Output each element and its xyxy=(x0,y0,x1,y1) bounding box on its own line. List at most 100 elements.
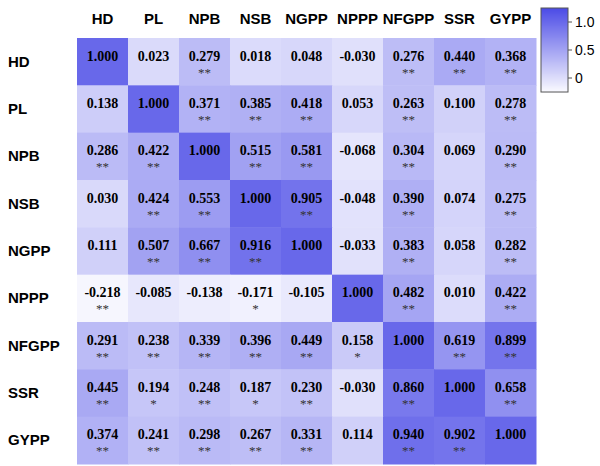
row-label: PL xyxy=(8,100,27,117)
heatmap-cell xyxy=(434,180,486,228)
significance-mark: ** xyxy=(453,349,466,364)
colorbar-gradient xyxy=(541,37,568,39)
colorbar-gradient xyxy=(541,33,568,35)
colorbar-gradient xyxy=(541,67,568,69)
colorbar-gradient xyxy=(541,76,568,78)
row-label: NPPP xyxy=(8,289,49,306)
colorbar-gradient xyxy=(541,14,568,16)
significance-mark: ** xyxy=(198,207,211,222)
heatmap-cell xyxy=(128,417,180,465)
significance-mark: ** xyxy=(402,396,415,411)
colorbar-frame xyxy=(541,8,568,92)
cell-value: 0.187 xyxy=(240,380,272,395)
colorbar-gradient xyxy=(541,45,568,47)
colorbar-gradient xyxy=(541,59,568,61)
cell-value: 0.482 xyxy=(393,285,425,300)
cell-value: 0.619 xyxy=(444,333,476,348)
significance-mark: ** xyxy=(402,159,415,174)
colorbar-gradient xyxy=(541,71,568,73)
heatmap-cell xyxy=(434,227,486,275)
colorbar-gradient xyxy=(541,88,568,90)
heatmap-cell xyxy=(179,38,231,86)
colorbar-gradient xyxy=(541,57,568,59)
cell-value: 0.445 xyxy=(87,380,119,395)
cell-value: 0.905 xyxy=(291,191,323,206)
heatmap-cell xyxy=(434,85,486,133)
cell-value: 0.507 xyxy=(138,238,170,253)
colorbar-gradient xyxy=(541,48,568,50)
column-label: NSB xyxy=(240,10,272,27)
cell-value: 0.282 xyxy=(495,238,527,253)
cell-value: -0.138 xyxy=(186,285,222,300)
significance-mark: ** xyxy=(96,349,109,364)
significance-mark: ** xyxy=(402,254,415,269)
cell-value: 0.383 xyxy=(393,238,425,253)
significance-mark: ** xyxy=(300,159,313,174)
cell-value: 0.331 xyxy=(291,427,323,442)
colorbar-gradient xyxy=(541,84,568,86)
significance-mark: ** xyxy=(504,396,517,411)
cell-value: 1.000 xyxy=(240,191,272,206)
significance-mark: * xyxy=(150,396,157,411)
heatmap-cell xyxy=(77,38,129,86)
heatmap-cell xyxy=(332,417,384,465)
significance-mark: ** xyxy=(198,112,211,127)
cell-value: 0.279 xyxy=(189,49,221,64)
colorbar-tick xyxy=(568,50,572,51)
heatmap-cell xyxy=(434,322,486,370)
cell-value: 1.000 xyxy=(393,333,425,348)
colorbar-gradient xyxy=(541,82,568,84)
colorbar-gradient xyxy=(541,50,568,52)
cell-value: 1.000 xyxy=(138,96,170,111)
colorbar-gradient xyxy=(541,89,568,91)
cell-value: 0.581 xyxy=(291,143,323,158)
cell-value: 0.267 xyxy=(240,427,272,442)
heatmap-cell xyxy=(281,275,333,323)
colorbar-gradient xyxy=(541,35,568,37)
cell-value: 0.339 xyxy=(189,333,221,348)
heatmap-cell xyxy=(179,275,231,323)
row-label: GYPP xyxy=(8,431,50,448)
heatmap-cell xyxy=(128,369,180,417)
significance-mark: ** xyxy=(504,254,517,269)
cell-value: 0.048 xyxy=(291,49,323,64)
cell-value: 1.000 xyxy=(291,238,323,253)
heatmap-cell xyxy=(383,275,435,323)
significance-mark: ** xyxy=(504,207,517,222)
colorbar-tick xyxy=(568,78,572,79)
heatmap-cell xyxy=(281,227,333,275)
significance-mark: ** xyxy=(249,349,262,364)
significance-mark: ** xyxy=(504,159,517,174)
colorbar-gradient xyxy=(541,29,568,31)
cell-value: 0.241 xyxy=(138,427,170,442)
significance-mark: * xyxy=(354,349,361,364)
colorbar-gradient xyxy=(541,23,568,25)
heatmap-cell xyxy=(281,180,333,228)
colorbar-gradient xyxy=(541,80,568,82)
colorbar-gradient xyxy=(541,38,568,40)
column-label: HD xyxy=(92,10,114,27)
cell-value: 0.074 xyxy=(444,191,476,206)
significance-mark: ** xyxy=(402,301,415,316)
cell-value: 0.396 xyxy=(240,333,272,348)
colorbar-gradient xyxy=(541,11,568,13)
heatmap-cell xyxy=(179,180,231,228)
significance-mark: ** xyxy=(249,159,262,174)
significance-mark: ** xyxy=(453,65,466,80)
cell-value: 0.030 xyxy=(87,191,119,206)
significance-mark: ** xyxy=(504,349,517,364)
colorbar-gradient xyxy=(541,72,568,74)
column-label: SSR xyxy=(444,10,475,27)
heatmap-cell xyxy=(485,417,537,465)
cell-value: 0.010 xyxy=(444,285,476,300)
significance-mark: ** xyxy=(300,207,313,222)
cell-value: 0.100 xyxy=(444,96,476,111)
colorbar-gradient xyxy=(541,12,568,14)
heatmap-cell xyxy=(77,227,129,275)
cell-value: -0.171 xyxy=(237,285,273,300)
colorbar-gradient xyxy=(541,64,568,66)
significance-mark: ** xyxy=(504,112,517,127)
colorbar-gradient xyxy=(541,56,568,58)
colorbar-gradient xyxy=(541,49,568,51)
colorbar-gradient xyxy=(541,75,568,77)
